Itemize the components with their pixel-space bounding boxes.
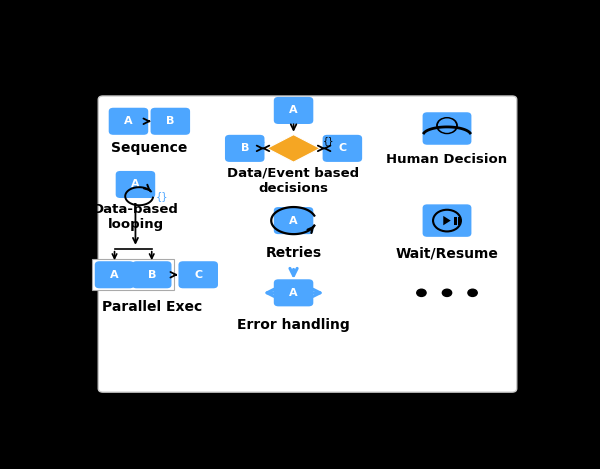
FancyBboxPatch shape bbox=[422, 204, 472, 237]
Bar bbox=[458, 217, 460, 225]
Text: B: B bbox=[241, 144, 249, 153]
Polygon shape bbox=[267, 135, 320, 162]
FancyBboxPatch shape bbox=[274, 207, 313, 234]
Text: Retries: Retries bbox=[265, 246, 322, 260]
Text: A: A bbox=[110, 270, 119, 280]
Text: B: B bbox=[148, 270, 156, 280]
FancyBboxPatch shape bbox=[109, 108, 148, 135]
FancyBboxPatch shape bbox=[422, 112, 472, 145]
Bar bbox=[454, 217, 457, 225]
Text: A: A bbox=[289, 216, 298, 226]
FancyBboxPatch shape bbox=[178, 261, 218, 288]
Text: A: A bbox=[289, 106, 298, 115]
Text: C: C bbox=[194, 270, 202, 280]
Circle shape bbox=[468, 289, 477, 296]
FancyBboxPatch shape bbox=[323, 135, 362, 162]
Text: A: A bbox=[289, 288, 298, 298]
Circle shape bbox=[437, 118, 457, 134]
Text: {}: {} bbox=[155, 191, 168, 201]
FancyBboxPatch shape bbox=[92, 259, 174, 290]
Text: Sequence: Sequence bbox=[111, 141, 188, 155]
Text: Human Decision: Human Decision bbox=[386, 153, 508, 166]
FancyBboxPatch shape bbox=[274, 97, 313, 124]
Text: Data-based
looping: Data-based looping bbox=[92, 203, 178, 231]
Text: A: A bbox=[124, 116, 133, 126]
Text: Data/Event based
decisions: Data/Event based decisions bbox=[227, 167, 359, 195]
FancyBboxPatch shape bbox=[225, 135, 265, 162]
Text: C: C bbox=[338, 144, 346, 153]
Text: {}: {} bbox=[323, 136, 334, 145]
FancyBboxPatch shape bbox=[132, 261, 172, 288]
FancyBboxPatch shape bbox=[151, 108, 190, 135]
Text: Error handling: Error handling bbox=[237, 318, 350, 333]
Text: Parallel Exec: Parallel Exec bbox=[101, 300, 202, 314]
Text: Wait/Resume: Wait/Resume bbox=[395, 246, 499, 260]
Polygon shape bbox=[443, 216, 451, 225]
FancyBboxPatch shape bbox=[116, 171, 155, 198]
Circle shape bbox=[442, 289, 452, 296]
FancyBboxPatch shape bbox=[274, 279, 313, 306]
FancyBboxPatch shape bbox=[98, 96, 517, 392]
Circle shape bbox=[439, 119, 455, 132]
Text: B: B bbox=[166, 116, 175, 126]
Circle shape bbox=[417, 289, 426, 296]
Text: A: A bbox=[131, 180, 140, 189]
FancyBboxPatch shape bbox=[95, 261, 134, 288]
Text: ☁: ☁ bbox=[253, 136, 264, 145]
